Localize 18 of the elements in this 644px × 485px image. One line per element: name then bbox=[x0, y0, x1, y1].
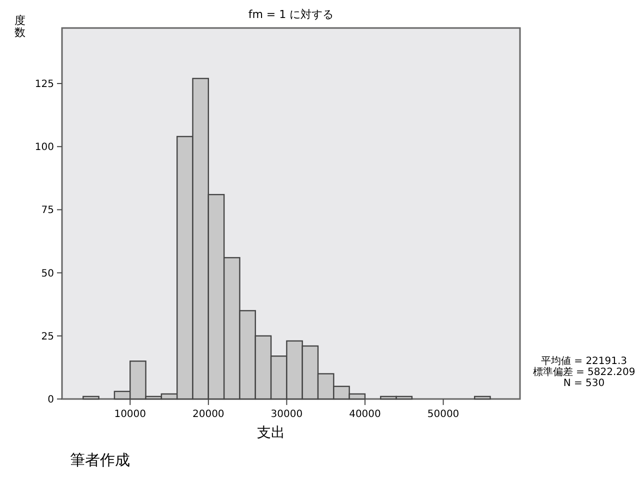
text: 標準偏差 = 5822.209 bbox=[532, 366, 636, 378]
text: 筆者作成 bbox=[70, 451, 130, 469]
y-tick-label: 0 bbox=[48, 394, 54, 406]
x-tick-label: 50000 bbox=[427, 409, 460, 420]
y-tick-label: 100 bbox=[34, 142, 54, 154]
y-tick-label: 75 bbox=[41, 205, 54, 216]
y-tick-label: 25 bbox=[41, 331, 54, 342]
y-tick-label: 50 bbox=[41, 268, 54, 280]
x-axis-title: 支出 bbox=[257, 425, 285, 441]
text: 平均値 = 22191.3 bbox=[540, 355, 628, 367]
x-tick-label: 30000 bbox=[270, 409, 303, 420]
chart-title: fm = 1 に対する bbox=[248, 8, 334, 21]
x-tick-label: 20000 bbox=[192, 409, 224, 420]
y-axis-title: 度数 bbox=[14, 14, 26, 39]
text: N = 530 bbox=[563, 378, 605, 389]
x-tick-label: 10000 bbox=[114, 409, 146, 420]
y-tick-label: 125 bbox=[34, 79, 54, 90]
x-tick-label: 40000 bbox=[349, 409, 381, 420]
